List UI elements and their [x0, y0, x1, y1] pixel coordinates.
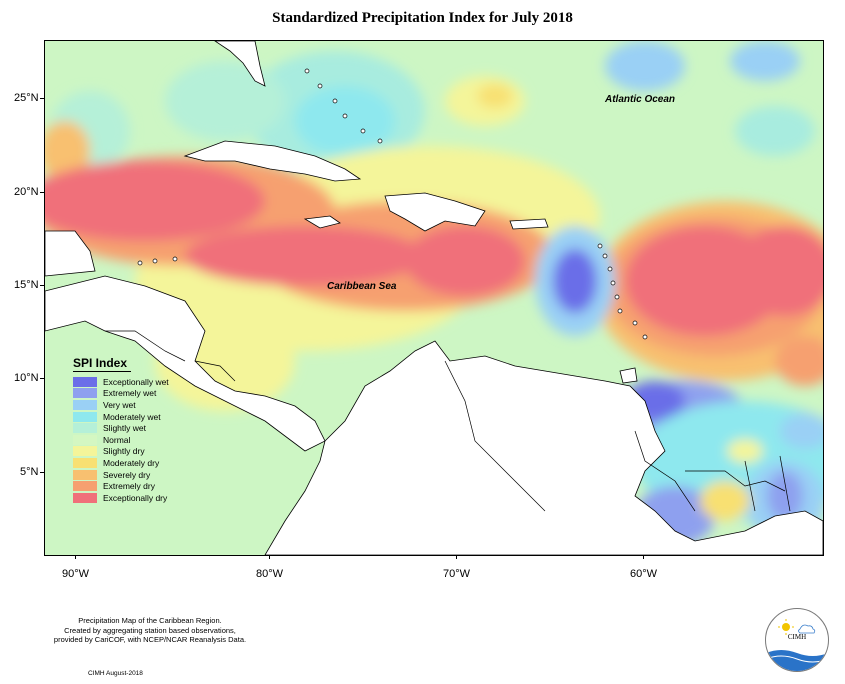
legend-item: Extremely dry — [73, 480, 213, 492]
cuba — [183, 140, 362, 182]
legend-swatch — [73, 376, 97, 387]
island-chain — [137, 68, 648, 340]
legend-label: Moderately wet — [103, 411, 161, 422]
legend-swatch — [73, 492, 97, 503]
legend-swatch — [73, 469, 97, 480]
hispaniola — [384, 192, 486, 232]
lat-tick-20n: 20°N — [14, 186, 39, 198]
legend-swatch — [73, 457, 97, 468]
lat-tickmark — [40, 98, 44, 99]
south-america — [264, 340, 823, 555]
legend-label: Slightly wet — [103, 423, 146, 434]
footer-line-2: Created by aggregating station based obs… — [64, 625, 236, 635]
legend-item: Exceptionally wet — [73, 376, 213, 388]
legend-label: Exceptionally dry — [103, 492, 168, 503]
lat-tickmark — [40, 378, 44, 379]
legend-item: Extremely wet — [73, 388, 213, 400]
legend-item: Slightly dry — [73, 446, 213, 458]
legend-label: Severely dry — [103, 469, 151, 480]
atlantic-ocean-label: Atlantic Ocean — [605, 94, 676, 105]
lon-tickmark — [75, 555, 76, 559]
lat-tickmark — [40, 472, 44, 473]
logo-text: CIMH — [787, 633, 807, 641]
lon-tick-60w: 60°W — [630, 568, 658, 580]
footer-note: Precipitation Map of the Caribbean Regio… — [30, 616, 270, 645]
lon-tickmark — [643, 555, 644, 559]
legend-swatch — [73, 434, 97, 445]
wave-icon — [766, 650, 828, 671]
legend-label: Exceptionally wet — [103, 376, 169, 387]
puerto-rico — [509, 218, 549, 230]
legend-swatch — [73, 399, 97, 410]
lon-tick-80w: 80°W — [256, 568, 284, 580]
legend-item: Moderately wet — [73, 411, 213, 423]
legend-item: Severely dry — [73, 469, 213, 481]
legend-title: SPI Index — [73, 356, 132, 372]
central-america — [45, 275, 326, 452]
lon-tickmark — [456, 555, 457, 559]
lat-tick-5n: 5°N — [20, 466, 39, 478]
legend-item: Exceptionally dry — [73, 492, 213, 504]
florida — [214, 41, 266, 87]
legend-swatch — [73, 388, 97, 399]
footer-line-3: provided by CariCOF, with NCEP/NCAR Rean… — [53, 635, 247, 644]
landmasses — [45, 41, 823, 555]
cloud-icon — [798, 624, 816, 634]
legend-item: Slightly wet — [73, 422, 213, 434]
legend-item: Very wet — [73, 399, 213, 411]
spi-field — [45, 41, 823, 546]
jamaica — [303, 215, 341, 229]
lat-tick-15n: 15°N — [14, 279, 39, 291]
yucatan — [45, 230, 96, 277]
spi-legend: SPI Index Exceptionally wet Extremely wet… — [73, 354, 213, 504]
lat-tick-25n: 25°N — [14, 92, 39, 104]
lat-tick-10n: 10°N — [14, 372, 39, 384]
lon-tick-90w: 90°W — [62, 568, 90, 580]
caribbean-sea-label: Caribbean Sea — [327, 281, 397, 292]
spi-map-canvas — [45, 41, 823, 555]
legend-item: Moderately dry — [73, 457, 213, 469]
lat-tickmark — [40, 192, 44, 193]
legend-label: Normal — [103, 434, 131, 445]
spi-map: Atlantic Ocean Caribbean Sea — [44, 40, 824, 556]
trinidad — [619, 367, 638, 384]
legend-swatch — [73, 423, 97, 434]
lon-tickmark — [269, 555, 270, 559]
cimh-logo: CIMH — [765, 608, 829, 672]
legend-rows: Exceptionally wet Extremely wet Very wet Mo… — [73, 376, 213, 504]
legend-swatch — [73, 411, 97, 422]
legend-label: Extremely dry — [103, 481, 155, 492]
legend-label: Moderately dry — [103, 457, 160, 468]
cimh-logo-graphic — [766, 619, 828, 671]
legend-swatch — [73, 481, 97, 492]
legend-swatch — [73, 446, 97, 457]
footer-line-1: Precipitation Map of the Caribbean Regio… — [78, 616, 222, 625]
legend-label: Very wet — [103, 399, 136, 410]
map-title: Standardized Precipitation Index for Jul… — [272, 10, 573, 26]
sun-icon — [782, 623, 790, 631]
footer-date: CIMH August-2018 — [88, 670, 143, 677]
borders — [105, 330, 791, 512]
legend-item: Normal — [73, 434, 213, 446]
legend-label: Extremely wet — [103, 388, 157, 399]
lat-tickmark — [40, 285, 44, 286]
legend-label: Slightly dry — [103, 446, 145, 457]
lon-tick-70w: 70°W — [443, 568, 471, 580]
